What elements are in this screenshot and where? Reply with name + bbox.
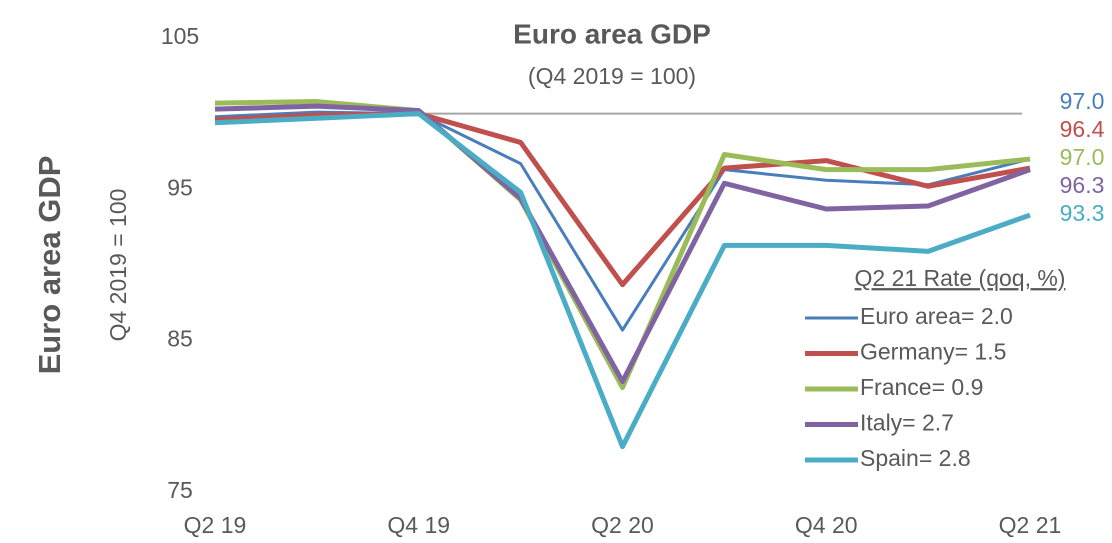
end-label: 96.3 <box>1060 172 1105 198</box>
series-line <box>214 111 1031 288</box>
legend-label: Italy= 2.7 <box>860 410 954 436</box>
y-axis-title: Euro area GDP <box>32 156 67 375</box>
x-tick-label: Q2 21 <box>999 512 1062 538</box>
end-label: 93.3 <box>1060 200 1105 226</box>
y-axis-label: Q4 2019 = 100 <box>105 189 131 342</box>
legend-label: Euro area= 2.0 <box>860 303 1013 329</box>
y-tick-label: 105 <box>161 23 199 49</box>
legend-title: Q2 21 Rate (qoq, %) <box>855 265 1066 291</box>
x-tick-label: Q4 20 <box>795 512 858 538</box>
x-tick-label: Q2 19 <box>184 512 247 538</box>
x-tick-label: Q4 19 <box>387 512 450 538</box>
x-tick-label: Q2 20 <box>591 512 654 538</box>
chart-title: Euro area GDP <box>513 18 711 49</box>
series-line <box>214 111 1031 450</box>
legend-label: Germany= 1.5 <box>860 339 1006 365</box>
series-line <box>214 103 1031 385</box>
end-label: 97.0 <box>1060 144 1105 170</box>
legend-label: Spain= 2.8 <box>860 445 971 471</box>
y-tick-label: 85 <box>167 326 193 352</box>
y-tick-label: 75 <box>167 477 193 503</box>
end-label: 96.4 <box>1060 116 1105 142</box>
end-label: 97.0 <box>1060 88 1105 114</box>
chart-subtitle: (Q4 2019 = 100) <box>528 63 696 89</box>
series-line <box>214 110 1031 332</box>
legend-label: France= 0.9 <box>860 374 983 400</box>
series-line <box>214 99 1031 391</box>
y-tick-label: 95 <box>167 174 193 200</box>
